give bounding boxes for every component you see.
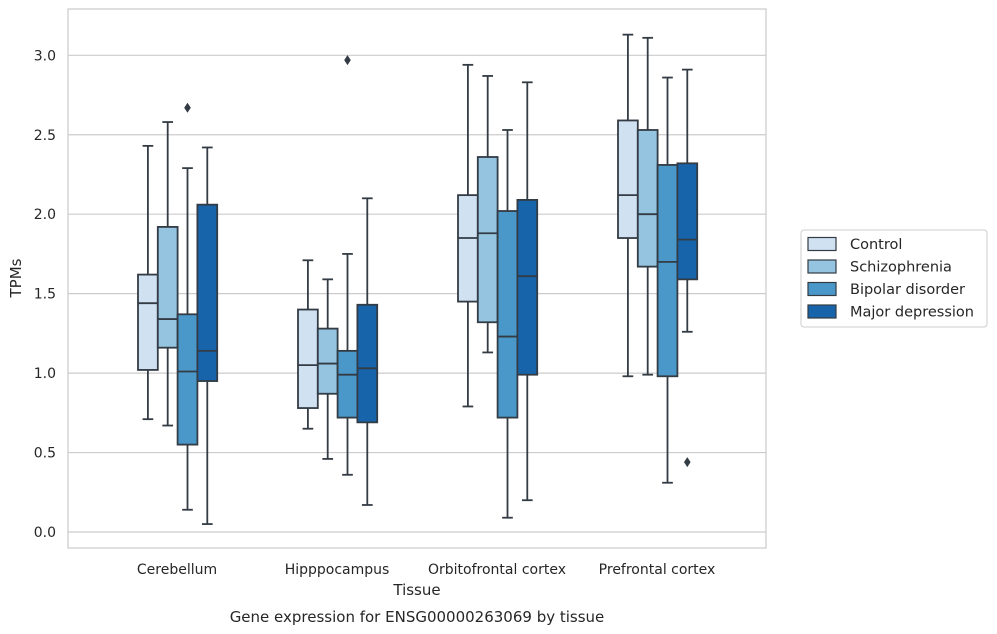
legend: Control Schizophrenia Bipolar disorder Majo… [800,229,988,328]
box-hipppocampus-bipolar-disorder [336,55,359,476]
box-iqr [476,156,499,324]
legend-swatch [807,259,837,274]
box-iqr [156,226,179,349]
box-orbitofrontal-cortex-bipolar-disorder [496,129,519,519]
box-iqr [636,129,659,268]
legend-item-major-depression: Major depression [807,304,974,321]
box-iqr [516,198,539,376]
legend-frame [800,229,988,328]
box-orbitofrontal-cortex-major-depression [516,81,539,502]
figure-caption: Gene expression for ENSG00000263069 by t… [230,608,605,626]
box-iqr [496,210,519,419]
outlier-point [344,55,351,66]
legend-item-control: Control [807,236,902,253]
y-tick-label: 0.0 [34,525,56,541]
box-iqr [196,203,219,382]
x-tick-label: Prefrontal cortex [599,562,716,578]
x-tick-label: Hipppocampus [285,562,390,578]
legend-label: Control [850,237,902,253]
box-iqr [176,313,199,446]
box-iqr [316,327,339,395]
box-iqr [356,303,379,424]
box-iqr [137,273,159,371]
y-axis-title: TPMs [7,258,25,298]
box-iqr [336,349,359,419]
legend-label: Schizophrenia [850,260,952,276]
y-tick-label: 2.5 [34,128,56,144]
box-iqr [676,162,699,281]
box-cerebellum-control [137,144,159,421]
y-tick-label: 1.0 [34,366,56,382]
boxes-layer [137,33,699,525]
legend-label: Bipolar disorder [850,282,965,298]
box-iqr [457,194,479,303]
box-iqr [297,308,319,409]
box-hipppocampus-major-depression [356,197,379,506]
box-iqr [656,164,679,378]
plot-frame [67,8,767,549]
box-cerebellum-bipolar-disorder [176,102,199,511]
box-orbitofrontal-cortex-schizophrenia [476,75,499,354]
legend-swatch [807,236,837,252]
legend-swatch [807,304,837,319]
x-tick-label: Cerebellum [137,562,217,578]
box-hipppocampus-schizophrenia [316,278,339,460]
x-tick-labels: Cerebellum Hipppocampus Orbitofrontal cort… [137,562,715,578]
plot-background [68,9,766,548]
legend-swatch [807,281,837,297]
y-tick-label: 0.5 [34,446,56,462]
y-tick-labels: 0.0 0.5 1.0 1.5 2.0 2.5 3.0 [34,48,56,541]
box-cerebellum-schizophrenia [156,121,179,427]
legend-item-schizophrenia: Schizophrenia [807,259,952,276]
box-hipppocampus-control [297,259,319,430]
box-prefrontal-cortex-control [617,33,639,378]
y-tick-label: 2.0 [34,207,56,223]
y-tick-label: 1.5 [34,287,56,303]
outlier-point [184,102,191,113]
outlier-point [684,457,691,468]
legend-label: Major depression [850,305,974,321]
y-tick-label: 3.0 [34,48,56,64]
legend-item-bipolar-disorder: Bipolar disorder [807,281,965,298]
box-cerebellum-major-depression [196,146,219,525]
x-tick-label: Orbitofrontal cortex [428,562,566,578]
box-prefrontal-cortex-major-depression [676,68,699,468]
box-iqr [617,119,639,239]
x-axis-title: Tissue [392,581,440,599]
